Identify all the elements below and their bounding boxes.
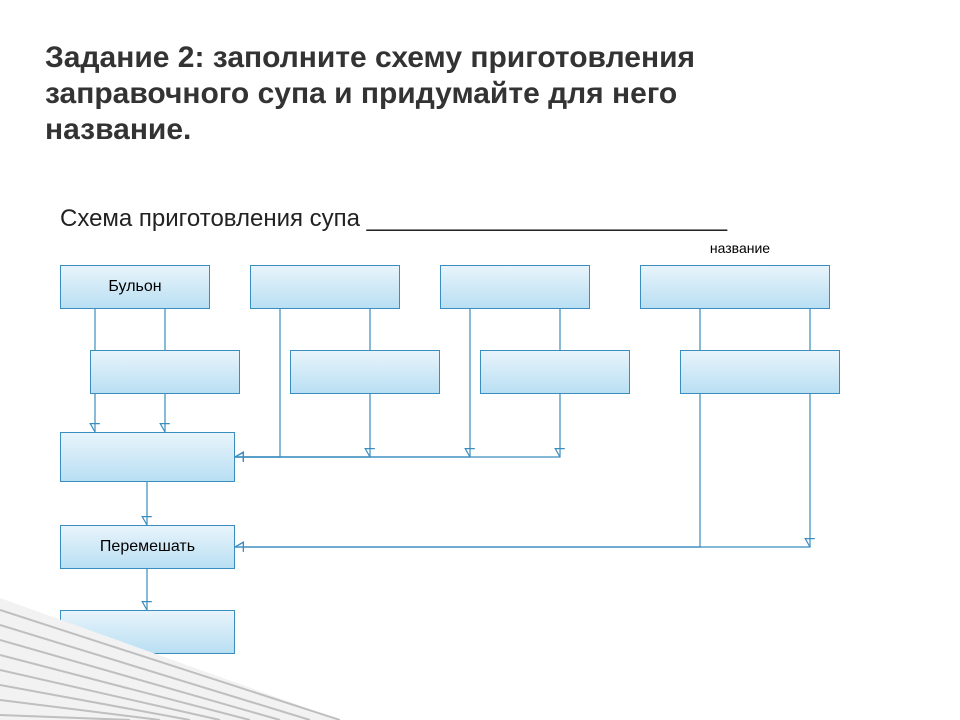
box-r2-c <box>480 350 630 394</box>
box-mix-label: Перемешать <box>100 538 195 556</box>
name-hint-label: название <box>680 240 800 256</box>
title-line: название. <box>45 112 695 148</box>
box-r2-d <box>680 350 840 394</box>
box-r1-d <box>640 265 830 309</box>
box-merge <box>60 432 235 482</box>
scheme-subtitle: Схема приготовления супа _______________… <box>60 205 727 233</box>
page-title: Задание 2: заполните схему приготовления… <box>45 40 695 148</box>
box-r1-b <box>250 265 400 309</box>
title-line: заправочного супа и придумайте для него <box>45 76 695 112</box>
box-r1-c <box>440 265 590 309</box>
box-bulyon: Бульон <box>60 265 210 309</box>
box-mix: Перемешать <box>60 525 235 569</box>
title-line: Задание 2: заполните схему приготовления <box>45 40 695 76</box>
box-r2-a <box>90 350 240 394</box>
box-r2-b <box>290 350 440 394</box>
box-final <box>60 610 235 654</box>
box-bulyon-label: Бульон <box>108 278 161 296</box>
